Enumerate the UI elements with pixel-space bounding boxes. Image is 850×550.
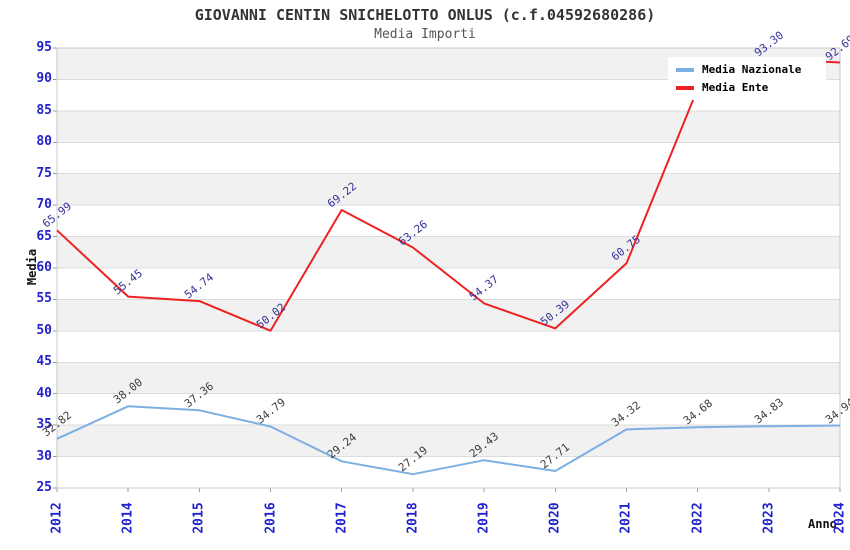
legend: Media Nazionale Media Ente bbox=[668, 57, 826, 100]
legend-item-label: Media Nazionale bbox=[702, 63, 802, 76]
grid-band bbox=[57, 236, 840, 268]
grid-band bbox=[57, 425, 840, 457]
grid-band bbox=[57, 173, 840, 206]
legend-line-swatch bbox=[676, 67, 694, 72]
chart-title: GIOVANNI CENTIN SNICHELOTTO ONLUS (c.f.0… bbox=[194, 6, 656, 24]
plot-border bbox=[56, 47, 841, 489]
legend-item: Media Nazionale bbox=[676, 63, 818, 76]
x-axis-title: Anno bbox=[808, 517, 837, 531]
legend-item-label: Media Ente bbox=[702, 81, 769, 94]
series-line-media-nazionale bbox=[56, 405, 841, 476]
grid-band bbox=[57, 362, 840, 394]
grid-band bbox=[57, 299, 840, 331]
grid-band bbox=[57, 110, 840, 143]
legend-item: Media Ente bbox=[676, 81, 818, 94]
legend-line-swatch bbox=[676, 85, 694, 90]
chart-subtitle: Media Importi bbox=[374, 27, 476, 42]
